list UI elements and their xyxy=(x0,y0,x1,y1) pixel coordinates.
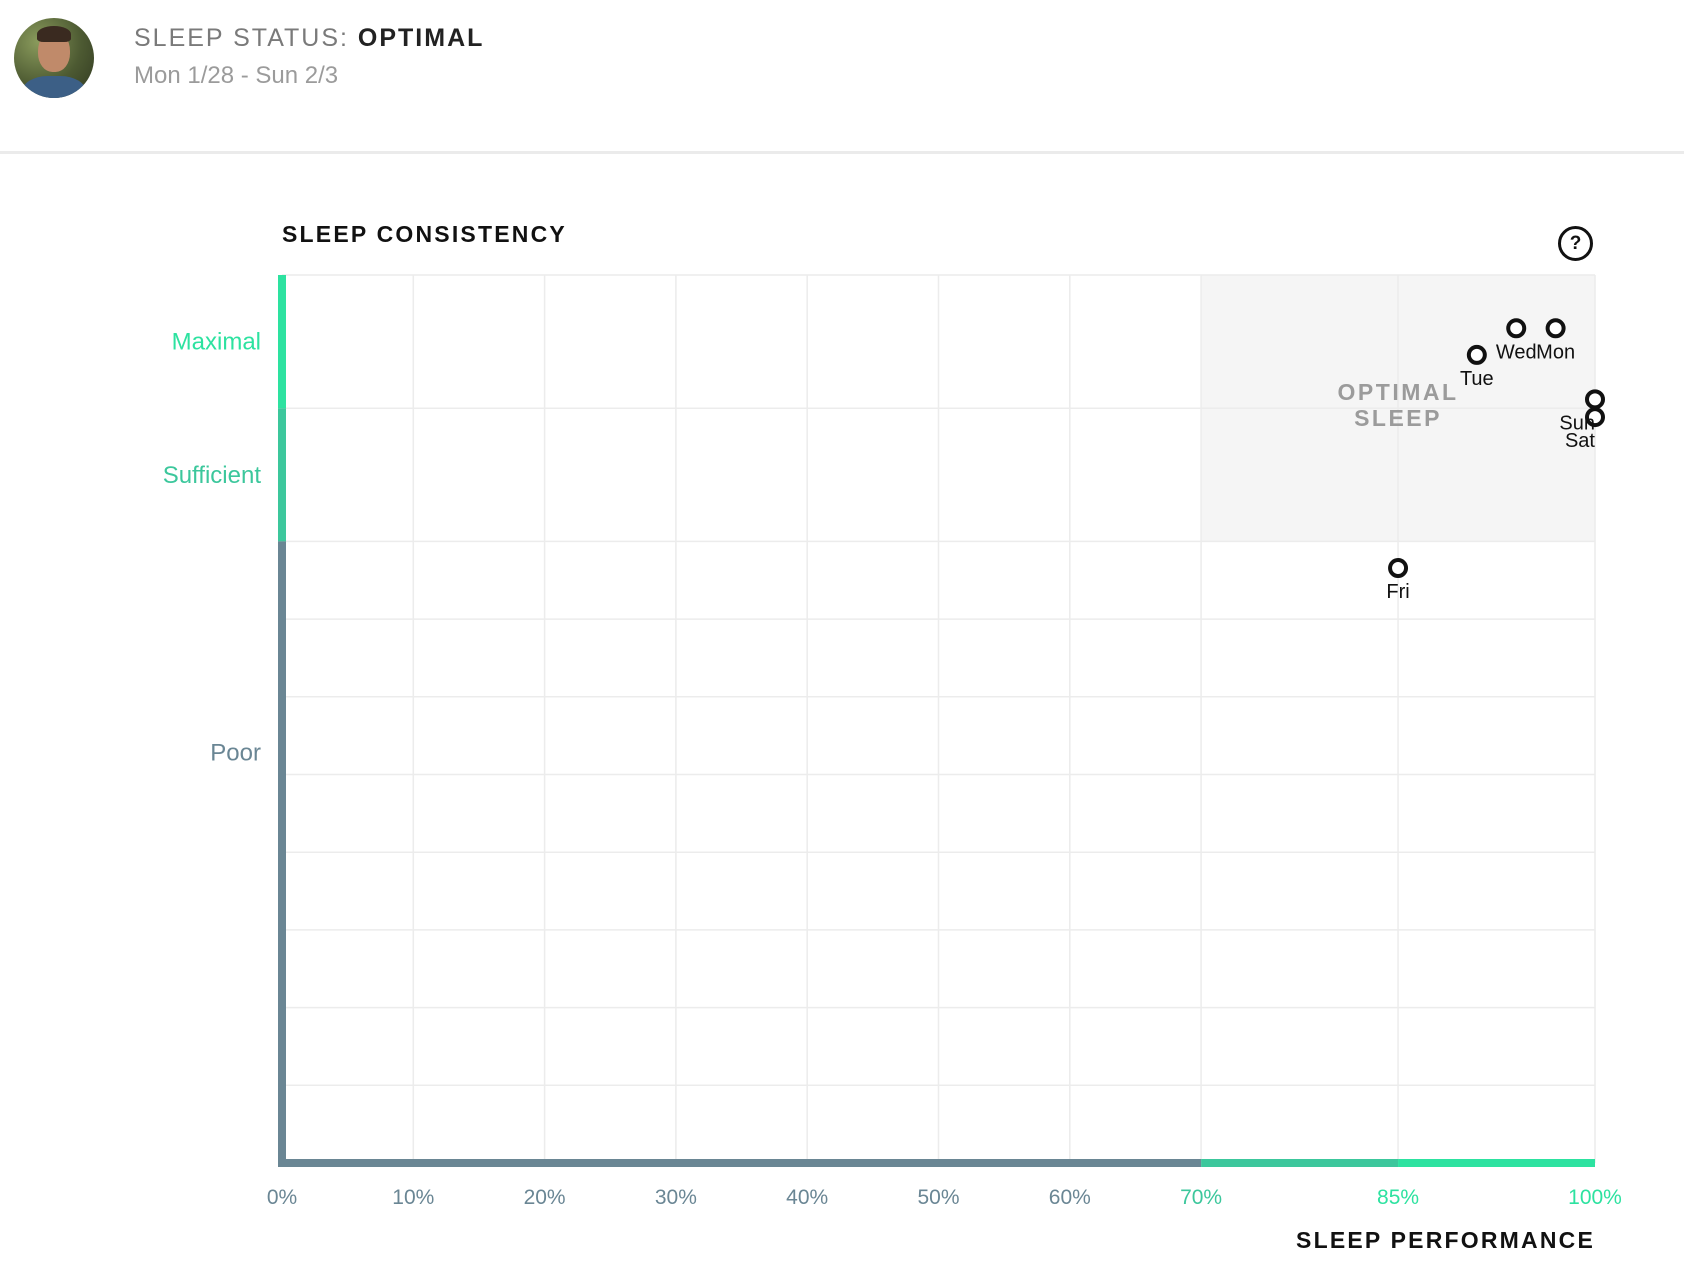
x-tick-label: 50% xyxy=(917,1186,959,1209)
x-tick-label: 40% xyxy=(786,1186,828,1209)
y-band-label: Maximal xyxy=(172,329,261,356)
sleep-status: SLEEP STATUS: OPTIMAL xyxy=(134,24,484,53)
data-point-label: Mon xyxy=(1536,341,1575,363)
y-band-label: Sufficient xyxy=(163,462,262,489)
x-axis-label: SLEEP PERFORMANCE xyxy=(1296,1227,1595,1253)
date-range: Mon 1/28 - Sun 2/3 xyxy=(134,62,339,89)
x-tick-label: 0% xyxy=(267,1186,297,1209)
header: SLEEP STATUS: OPTIMAL Mon 1/28 - Sun 2/3 xyxy=(0,0,1684,154)
data-point-label: Wed xyxy=(1496,341,1537,363)
x-tick-label: 85% xyxy=(1377,1186,1419,1209)
help-icon[interactable]: ? xyxy=(1558,226,1593,261)
x-tick-label: 60% xyxy=(1049,1186,1091,1209)
optimal-zone-label: OPTIMAL xyxy=(1338,379,1459,405)
x-tick-label: 10% xyxy=(392,1186,434,1209)
sleep-status-prefix: SLEEP STATUS: xyxy=(134,24,349,52)
data-point-label: Sat xyxy=(1565,430,1595,452)
x-tick-label: 30% xyxy=(655,1186,697,1209)
y-band-label: Poor xyxy=(210,740,261,767)
data-point-label: Fri xyxy=(1386,581,1409,603)
chart-title: SLEEP CONSISTENCY xyxy=(282,221,567,247)
sleep-status-value: OPTIMAL xyxy=(357,24,485,52)
x-tick-label: 70% xyxy=(1180,1186,1222,1209)
avatar xyxy=(14,18,94,98)
data-point xyxy=(1545,318,1566,339)
data-point xyxy=(1506,318,1527,339)
data-point xyxy=(1388,558,1409,579)
data-point-label: Sun xyxy=(1559,412,1595,434)
data-point-label: Tue xyxy=(1460,368,1494,390)
data-point xyxy=(1585,389,1605,410)
x-tick-label: 20% xyxy=(524,1186,566,1209)
optimal-zone-label: SLEEP xyxy=(1354,405,1442,431)
data-point xyxy=(1466,344,1487,365)
x-tick-label: 100% xyxy=(1568,1186,1622,1209)
